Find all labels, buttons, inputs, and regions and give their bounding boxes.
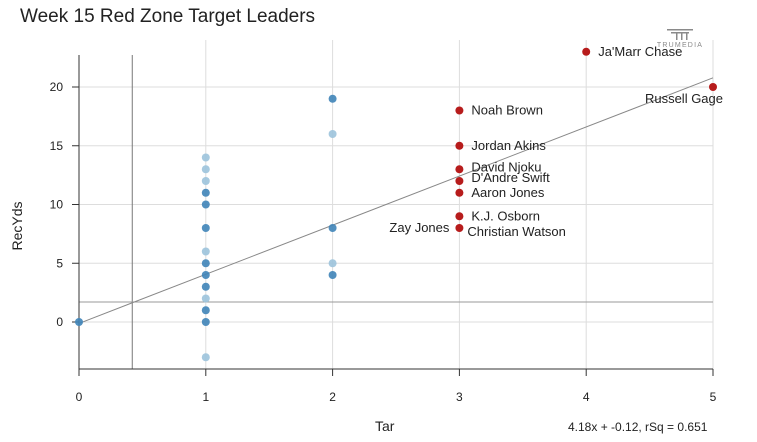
point-10: [201, 282, 210, 291]
point-david-njoku: [455, 165, 464, 174]
point-jordan-akins: [455, 141, 464, 150]
point-ja-marr-chase: [582, 47, 591, 56]
point-2: [201, 165, 210, 174]
label-d-andre-swift: D'Andre Swift: [471, 170, 550, 185]
label-russell-gage: Russell Gage: [645, 91, 723, 106]
label-david-njoku: David Njoku: [471, 159, 541, 174]
point-russell-gage: [709, 83, 717, 91]
point-0: [75, 318, 83, 326]
point-15: [328, 94, 337, 103]
trendline-line: [78, 77, 714, 324]
y-tick-label-5: 5: [56, 256, 63, 270]
brand-logo: TRUMEDIA: [655, 28, 705, 49]
point-16: [328, 130, 337, 138]
point-18: [328, 259, 337, 268]
tick-labels: 0 1 2 3 4 5 0 5 10 15 20: [50, 80, 717, 404]
x-tick-label-3: 3: [456, 390, 463, 404]
y-tick-label-0: 0: [56, 315, 63, 329]
point-labels: Ja'Marr Chase Russell Gage Noah Brown Jorda…: [389, 44, 723, 239]
point-9: [201, 271, 210, 279]
y-tick-label-20: 20: [50, 80, 64, 94]
axes: [78, 55, 713, 370]
label-jordan-akins: Jordan Akins: [471, 138, 546, 153]
brand-text: TRUMEDIA: [656, 42, 704, 49]
reference-lines: [79, 55, 713, 369]
point-5: [201, 200, 210, 209]
point-christian-watson: [455, 224, 464, 232]
chart-title: Week 15 Red Zone Target Leaders: [20, 6, 316, 27]
x-tick-label-5: 5: [710, 390, 717, 404]
trendline-equation: 4.18x + -0.12, rSq = 0.651: [568, 420, 708, 434]
trendline: [78, 77, 714, 324]
x-tick-label-1: 1: [202, 390, 209, 404]
label-k-j-osborn: K.J. Osborn: [471, 208, 540, 223]
grid-lines: [79, 40, 714, 369]
point-8: [201, 259, 210, 268]
point-d-andre-swift: [455, 177, 464, 185]
y-tick-label-10: 10: [50, 198, 64, 212]
label-zay-jones: Zay Jones: [389, 220, 449, 235]
label-noah-brown: Noah Brown: [471, 103, 543, 118]
point-6: [201, 224, 210, 232]
label-christian-watson: Christian Watson: [467, 224, 566, 239]
point-3: [201, 177, 210, 185]
x-tick-label-4: 4: [583, 390, 590, 404]
y-tick-label-15: 15: [50, 139, 64, 153]
x-tick-label-2: 2: [329, 390, 336, 404]
point-k-j-osborn: [455, 212, 464, 221]
point-11: [201, 294, 210, 303]
point-7: [201, 247, 210, 256]
data-points: [75, 47, 717, 362]
trumedia-logo-icon: [667, 29, 693, 40]
point-19: [328, 271, 337, 279]
point-14: [201, 353, 210, 362]
point-13: [201, 318, 210, 326]
point-noah-brown: [455, 106, 464, 115]
label-aaron-jones: Aaron Jones: [471, 185, 544, 200]
point-4: [201, 188, 210, 197]
x-tick-label-0: 0: [76, 390, 83, 404]
point-17: [328, 224, 337, 232]
label-ja-marr-chase: Ja'Marr Chase: [598, 44, 682, 59]
x-axis-title: Tar: [375, 418, 395, 434]
point-aaron-jones: [455, 188, 464, 197]
point-1: [201, 153, 210, 162]
point-12: [201, 306, 210, 315]
